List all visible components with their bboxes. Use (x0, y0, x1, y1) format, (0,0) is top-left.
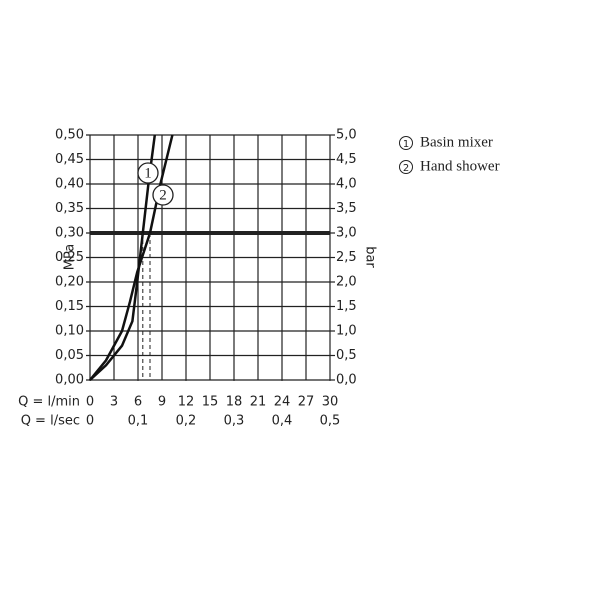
y-tick-label: 0,40 (55, 177, 84, 192)
y-tick-label: 0,30 (55, 226, 84, 241)
x2-tick-label: 0,5 (320, 414, 341, 429)
y-tick-label: 0,15 (55, 299, 84, 314)
y2-tick-label: 0,5 (336, 348, 357, 363)
curve-label-circle (137, 162, 159, 184)
y2-tick-label: 0,0 (336, 373, 357, 388)
y2-tick-label: 4,0 (336, 177, 357, 192)
x-tick-label: 18 (226, 395, 243, 410)
y-axis-label: MPa (63, 244, 78, 270)
y-tick-label: 0,05 (55, 348, 84, 363)
curve-label-circle (152, 184, 174, 206)
y-tick-label: 0,10 (55, 324, 84, 339)
x-tick-label: 12 (178, 395, 195, 410)
legend-entry: Basin mixer (420, 134, 493, 150)
line (89, 134, 157, 381)
y-tick-label: 0,45 (55, 152, 84, 167)
y-tick-label: 0,35 (55, 201, 84, 216)
y2-tick-label: 3,0 (336, 226, 357, 241)
x2-tick-label: 0,2 (176, 414, 197, 429)
y2-tick-label: 2,0 (336, 275, 357, 290)
x-tick-label: 3 (110, 395, 118, 410)
x-tick-label: 24 (274, 395, 291, 410)
legend-entry: Hand shower (420, 158, 500, 174)
y-tick-label: 0,20 (55, 275, 84, 290)
x-tick-label: 6 (134, 395, 142, 410)
x2-tick-label: 0,1 (128, 414, 149, 429)
x-tick-label: 27 (298, 395, 315, 410)
x-axis-label: Q = l/min (18, 395, 80, 410)
x2-axis-label: Q = l/sec (21, 414, 80, 429)
y2-tick-label: 3,5 (336, 201, 357, 216)
y2-tick-label: 1,0 (336, 324, 357, 339)
curve-label: 1 (144, 165, 152, 181)
legend-number: 1 (403, 139, 409, 150)
x-tick-label: 21 (250, 395, 267, 410)
y2-tick-label: 5,0 (336, 128, 357, 143)
x2-tick-label: 0,4 (272, 414, 293, 429)
y-tick-label: 0,50 (55, 128, 84, 143)
x-tick-label: 30 (322, 395, 339, 410)
y2-tick-label: 1,5 (336, 299, 357, 314)
x-tick-label: 15 (202, 395, 219, 410)
x2-tick-label: 0 (86, 414, 94, 429)
legend-circle (399, 160, 413, 174)
x-tick-label: 0 (86, 395, 94, 410)
y2-tick-label: 2,5 (336, 250, 357, 265)
y2-tick-label: 4,5 (336, 152, 357, 167)
x2-tick-label: 0,3 (224, 414, 245, 429)
y-tick-label: 0,00 (55, 373, 84, 388)
x-tick-label: 9 (158, 395, 166, 410)
y-tick-label: 0,25 (55, 250, 84, 265)
curve-label: 2 (159, 187, 167, 203)
legend-circle (399, 136, 413, 150)
y2-axis-label: bar (363, 246, 378, 268)
legend-number: 2 (403, 163, 409, 174)
